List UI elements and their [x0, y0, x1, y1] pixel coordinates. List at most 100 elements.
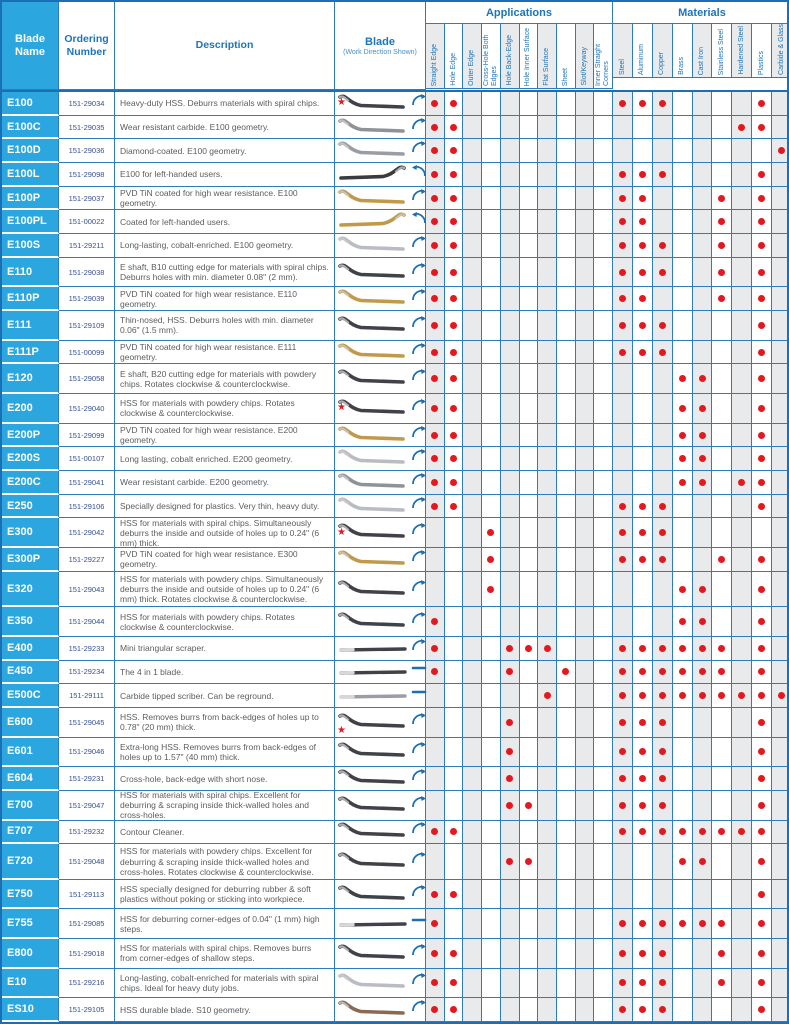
mat-cell-plastics — [752, 707, 773, 738]
application-dot — [431, 1006, 439, 1014]
app-cell-slot-keyway — [575, 471, 595, 495]
materials-cells — [613, 571, 787, 608]
material-dot — [618, 828, 626, 836]
applications-cells — [426, 998, 614, 1022]
material-dot — [758, 555, 766, 563]
application-dot — [450, 147, 458, 155]
app-cell-hole-edge — [444, 471, 464, 495]
materials-cells — [613, 447, 787, 472]
mat-col-header-label: Plastics — [757, 50, 765, 75]
app-cell-slot-keyway — [575, 548, 595, 572]
application-column-headers: Straight Edge Hole Edge Outer Edge Cross-Ho… — [426, 24, 614, 89]
application-dot — [431, 295, 439, 303]
description-cell: Coated for left-handed users. — [115, 210, 335, 235]
materials-cells — [613, 340, 787, 365]
mat-cell-plastics — [752, 494, 773, 519]
material-dot — [658, 644, 666, 652]
app-cell-hole-back-edge — [500, 234, 520, 258]
material-dot — [658, 555, 666, 563]
mat-cell-cast-iron — [692, 257, 713, 288]
application-dot — [543, 692, 551, 700]
app-cell-straight-edge — [426, 767, 445, 791]
app-col-header-label: Outer Edge — [468, 50, 476, 86]
app-cell-sheet — [556, 447, 576, 472]
mat-cell-steel — [613, 939, 633, 969]
app-cell-outer-edge — [463, 518, 483, 549]
mat-cell-hardened-steel — [732, 998, 753, 1022]
mat-cell-steel — [613, 737, 633, 768]
ordering-number-cell: 151-29227 — [59, 548, 115, 572]
mat-cell-steel — [613, 844, 633, 880]
app-cell-straight-edge — [426, 607, 445, 637]
mat-cell-copper — [652, 707, 673, 738]
table-row-e300p: E300P 151-29227 PVD TiN coated for high we… — [2, 548, 787, 572]
mat-cell-cast-iron — [692, 909, 713, 940]
app-cell-hole-edge — [444, 287, 464, 312]
app-col-header-label: Inner Straight Corners — [595, 43, 611, 86]
applications-cells — [426, 737, 614, 768]
mat-col-header-copper: Copper — [652, 24, 673, 78]
material-dot — [618, 775, 626, 783]
mat-cell-brass — [672, 494, 693, 519]
mat-cell-plastics — [752, 287, 773, 312]
description-cell: HSS for materials with powdery chips. Si… — [115, 571, 335, 608]
app-cell-sheet — [556, 364, 576, 395]
materials-cells — [613, 707, 787, 738]
app-cell-straight-edge — [426, 548, 445, 572]
material-dot — [658, 748, 666, 756]
ordering-number-cell: 151-29099 — [59, 423, 115, 448]
app-cell-hole-back-edge — [500, 287, 520, 312]
mat-cell-stainless-steel — [712, 92, 733, 116]
app-cell-sheet — [556, 607, 576, 637]
mat-cell-carbide-glass — [772, 287, 787, 312]
table-row-e720: E720 151-29048 HSS for materials with powd… — [2, 844, 787, 880]
mat-cell-aluminum — [632, 879, 653, 910]
app-cell-inner-straight-corners — [594, 423, 614, 448]
table-row-e500c: E500C 151-29111 Carbide tipped scriber. Ca… — [2, 684, 787, 708]
app-cell-outer-edge — [463, 790, 483, 821]
blade-image-cell — [335, 186, 426, 211]
mat-cell-cast-iron — [692, 394, 713, 424]
material-dot — [658, 268, 666, 276]
work-direction-dash-icon — [411, 910, 427, 937]
mat-cell-brass — [672, 394, 693, 424]
app-cell-cross-hole-both-edges — [482, 909, 501, 940]
app-cell-hole-edge — [444, 364, 464, 395]
app-cell-hole-edge — [444, 186, 464, 211]
mat-cell-carbide-glass — [772, 364, 787, 395]
app-cell-slot-keyway — [575, 364, 595, 395]
application-dot — [562, 668, 570, 676]
material-dot — [758, 748, 766, 756]
mat-cell-cast-iron — [692, 423, 713, 448]
app-cell-straight-edge — [426, 287, 445, 312]
app-cell-hole-edge — [444, 820, 464, 845]
blade-image-cell — [335, 447, 426, 472]
ordering-number-cell: 151-29048 — [59, 844, 115, 880]
app-cell-slot-keyway — [575, 636, 595, 661]
application-dot — [487, 555, 495, 563]
mat-cell-steel — [613, 364, 633, 395]
ordering-number-cell: 151-29232 — [59, 820, 115, 845]
work-direction-dash-icon — [411, 682, 427, 709]
material-dot — [758, 801, 766, 809]
app-cell-hole-inner-surface — [519, 767, 539, 791]
blade-illustration-icon — [333, 259, 411, 286]
ordering-number-cell: 151-29109 — [59, 311, 115, 341]
app-cell-inner-straight-corners — [594, 115, 614, 140]
mat-cell-hardened-steel — [732, 186, 753, 211]
app-cell-hole-edge — [444, 518, 464, 549]
ordering-number-cell: 151-29018 — [59, 939, 115, 969]
material-dot — [618, 1006, 626, 1014]
application-dot — [450, 241, 458, 249]
material-dot — [618, 99, 626, 107]
mat-cell-hardened-steel — [732, 447, 753, 472]
mat-cell-carbide-glass — [772, 968, 787, 999]
material-dot — [618, 321, 626, 329]
application-dot — [431, 123, 439, 131]
description-cell: Long lasting, cobalt enriched. E200 geom… — [115, 447, 335, 472]
app-cell-cross-hole-both-edges — [482, 494, 501, 519]
mat-cell-hardened-steel — [732, 257, 753, 288]
table-row-e100c: E100C 151-29035 Wear resistant carbide. E1… — [2, 115, 787, 140]
material-dot — [658, 718, 666, 726]
description-cell: Cross-hole, back-edge with short nose. — [115, 767, 335, 791]
